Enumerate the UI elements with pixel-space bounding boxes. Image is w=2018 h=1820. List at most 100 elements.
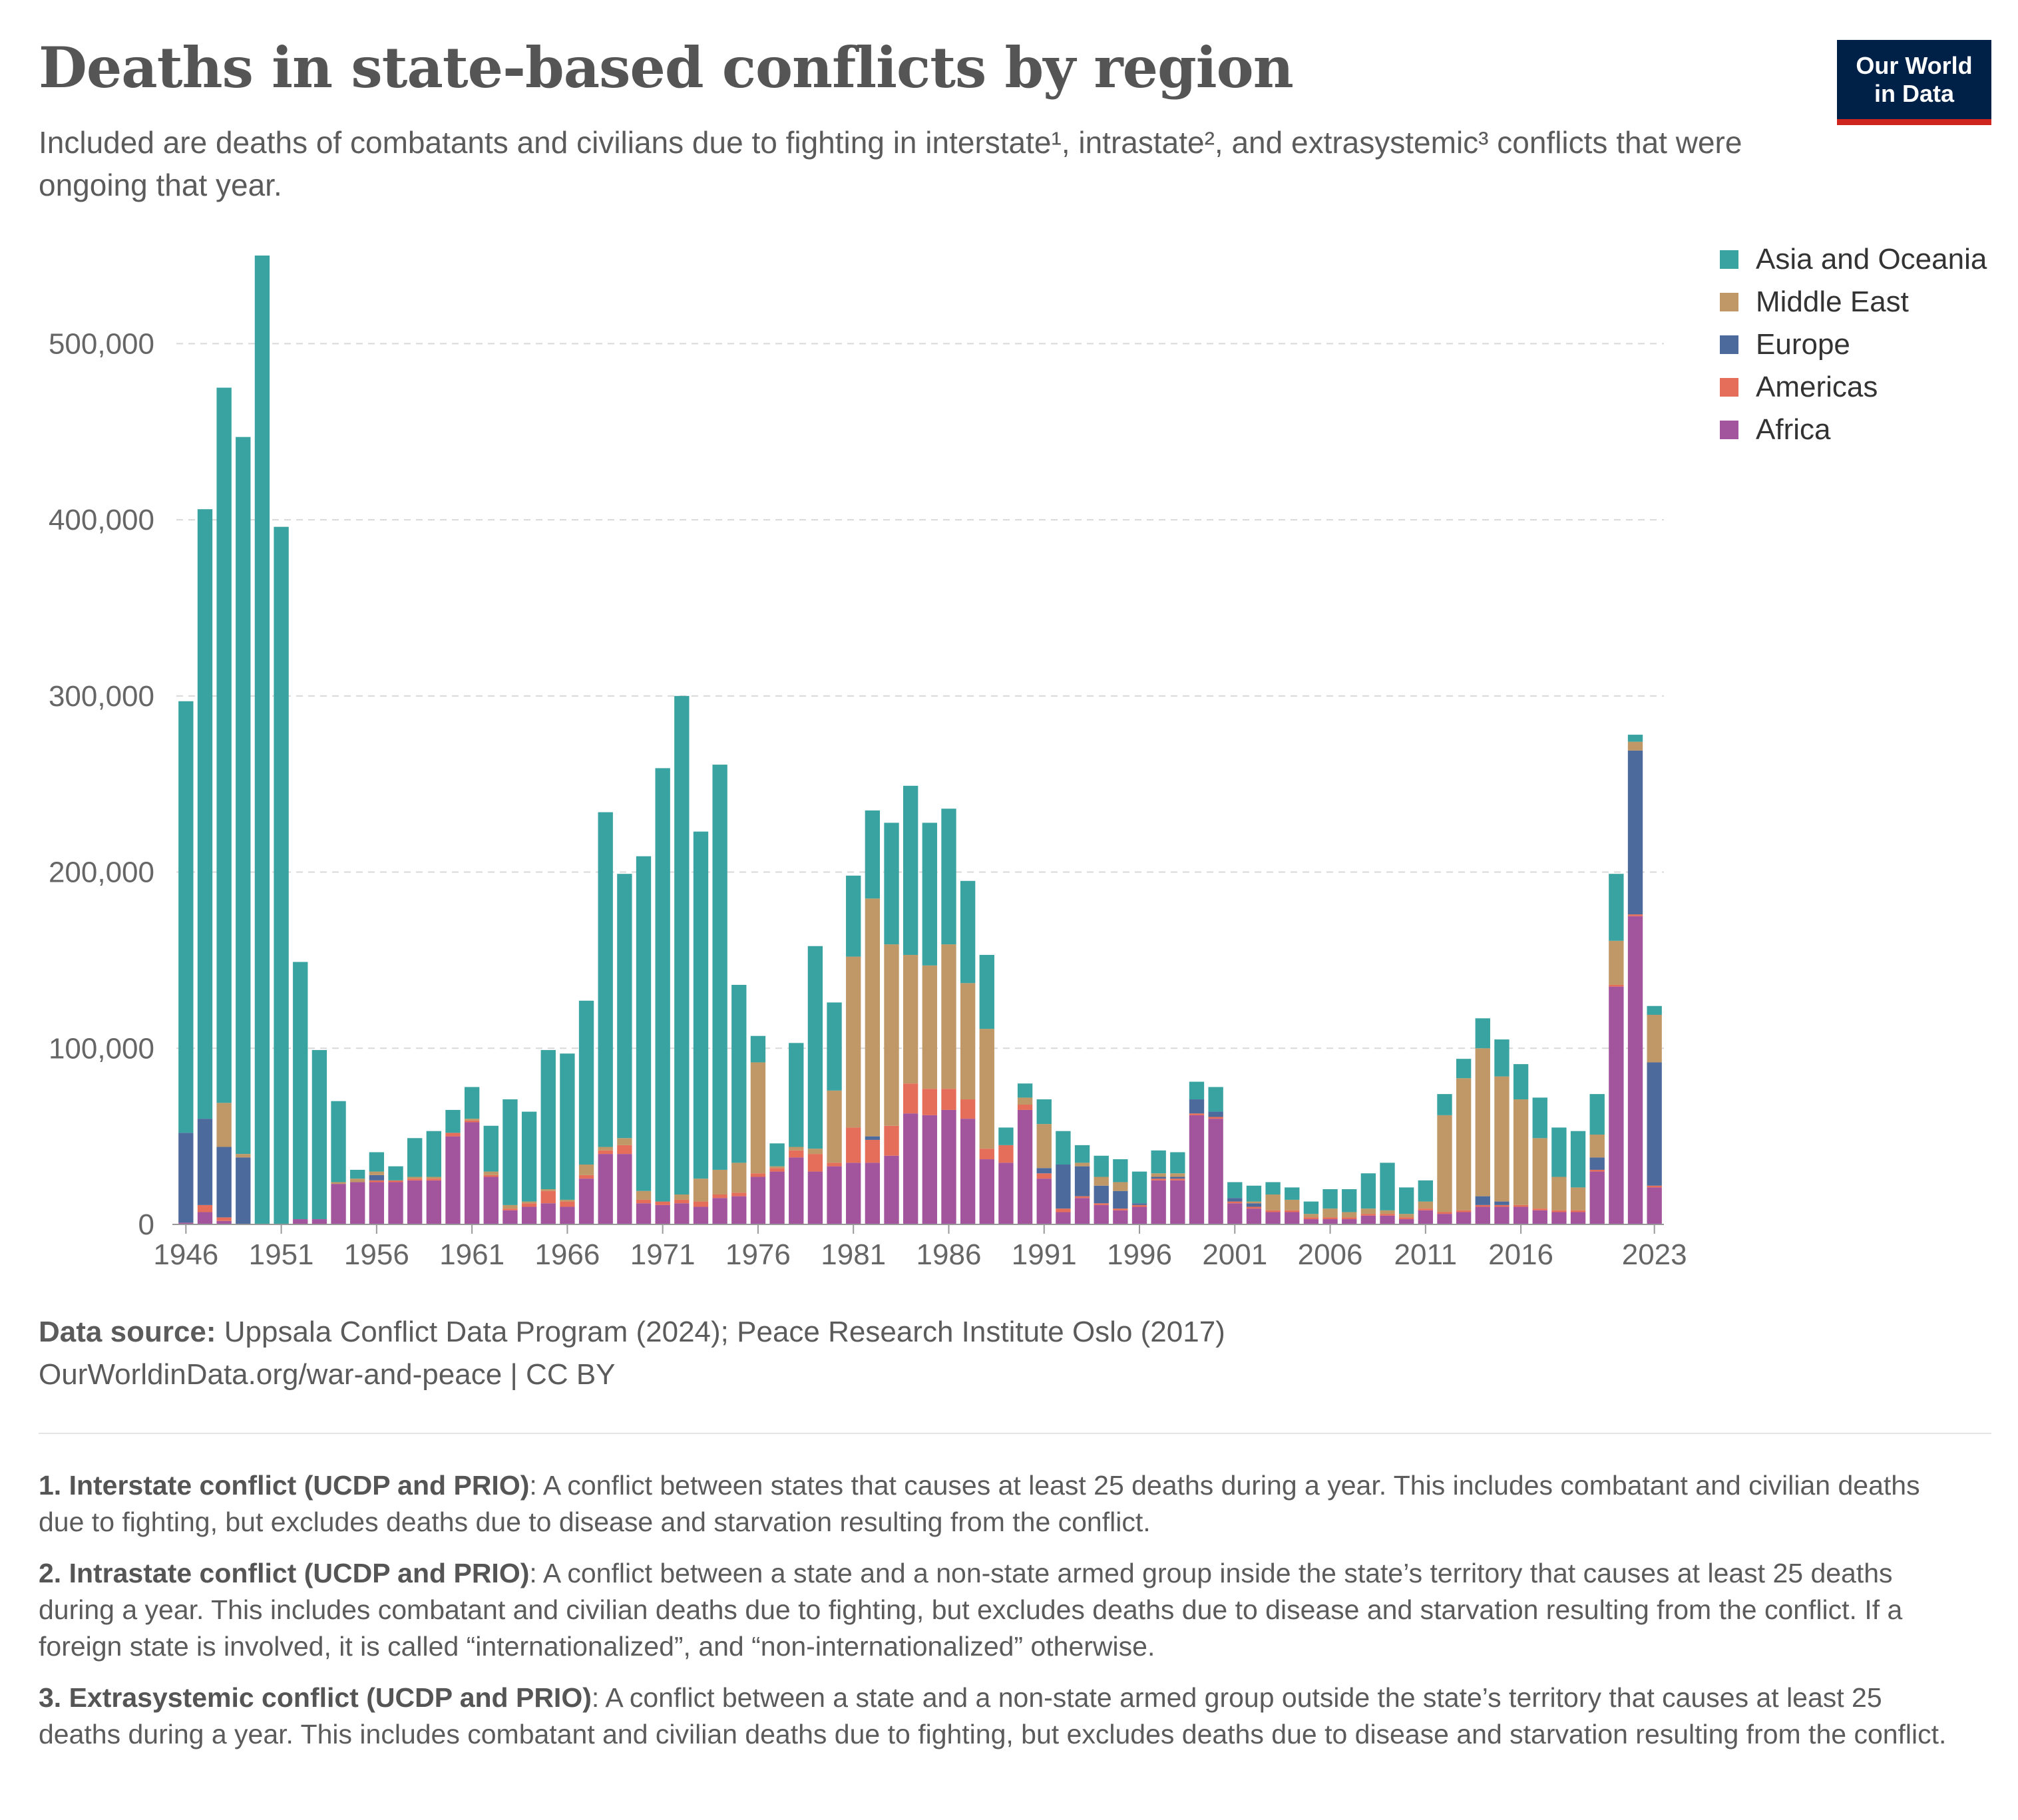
bar-segment[interactable] <box>236 1154 251 1158</box>
bar-segment[interactable] <box>617 874 632 1139</box>
bar-segment[interactable] <box>865 810 881 899</box>
bar-segment[interactable] <box>1609 984 1624 987</box>
bar-segment[interactable] <box>1303 1217 1319 1220</box>
bar-segment[interactable] <box>1513 1206 1529 1224</box>
bar-segment[interactable] <box>865 898 881 1137</box>
bar-segment[interactable] <box>1589 1157 1605 1170</box>
bar-segment[interactable] <box>1113 1182 1128 1191</box>
bar-segment[interactable] <box>1551 1210 1567 1212</box>
bar-segment[interactable] <box>426 1180 441 1224</box>
bar-segment[interactable] <box>865 1139 881 1163</box>
bar-segment[interactable] <box>578 1164 594 1175</box>
bar-segment[interactable] <box>350 1182 365 1224</box>
bar-segment[interactable] <box>1380 1214 1395 1216</box>
bar-segment[interactable] <box>1265 1194 1281 1210</box>
bar-segment[interactable] <box>274 526 289 1225</box>
bar-segment[interactable] <box>674 1199 690 1204</box>
bar-segment[interactable] <box>1360 1208 1376 1214</box>
bar-segment[interactable] <box>1609 940 1624 985</box>
owid-logo[interactable]: Our World in Data <box>1837 40 1991 125</box>
bar-segment[interactable] <box>1113 1208 1128 1210</box>
bar-segment[interactable] <box>1074 1196 1090 1198</box>
bar-segment[interactable] <box>1399 1187 1414 1214</box>
bar-segment[interactable] <box>1475 1018 1490 1049</box>
bar-segment[interactable] <box>789 1147 804 1151</box>
bar-segment[interactable] <box>1246 1203 1262 1207</box>
bar-segment[interactable] <box>540 1049 556 1190</box>
bar-segment[interactable] <box>1056 1208 1071 1212</box>
bar-segment[interactable] <box>1208 1119 1223 1224</box>
bar-segment[interactable] <box>1475 1196 1490 1205</box>
legend-item[interactable]: Africa <box>1720 409 1987 451</box>
bar-segment[interactable] <box>483 1125 499 1172</box>
bar-segment[interactable] <box>216 1103 232 1147</box>
bar-segment[interactable] <box>1609 986 1624 1224</box>
bar-segment[interactable] <box>483 1171 499 1175</box>
bar-segment[interactable] <box>216 1147 232 1218</box>
bar-segment[interactable] <box>407 1177 423 1179</box>
bar-segment[interactable] <box>598 1154 613 1224</box>
bar-segment[interactable] <box>521 1203 537 1207</box>
bar-segment[interactable] <box>388 1182 403 1224</box>
bar-segment[interactable] <box>979 954 994 1029</box>
bar-segment[interactable] <box>1494 1201 1510 1205</box>
bar-segment[interactable] <box>1056 1164 1071 1209</box>
bar-segment[interactable] <box>1437 1214 1452 1224</box>
bar-segment[interactable] <box>789 1157 804 1224</box>
bar-segment[interactable] <box>560 1053 575 1200</box>
bar-segment[interactable] <box>1208 1111 1223 1117</box>
bar-segment[interactable] <box>1494 1039 1510 1077</box>
bar-segment[interactable] <box>1570 1187 1586 1210</box>
bar-segment[interactable] <box>521 1201 537 1204</box>
bar-segment[interactable] <box>1170 1179 1185 1181</box>
bar-segment[interactable] <box>1380 1163 1395 1210</box>
bar-segment[interactable] <box>903 1083 918 1114</box>
bar-segment[interactable] <box>483 1177 499 1224</box>
bar-segment[interactable] <box>903 954 918 1084</box>
bar-segment[interactable] <box>369 1175 385 1181</box>
bar-segment[interactable] <box>1074 1198 1090 1224</box>
bar-segment[interactable] <box>979 1029 994 1149</box>
bar-segment[interactable] <box>464 1122 480 1224</box>
bar-segment[interactable] <box>1017 1104 1033 1110</box>
bar-segment[interactable] <box>407 1180 423 1224</box>
bar-segment[interactable] <box>846 875 861 957</box>
bar-segment[interactable] <box>922 1089 937 1115</box>
bar-segment[interactable] <box>369 1182 385 1224</box>
bar-segment[interactable] <box>369 1180 385 1183</box>
bar-segment[interactable] <box>197 1119 213 1205</box>
bar-segment[interactable] <box>1589 1094 1605 1135</box>
bar-segment[interactable] <box>827 1163 842 1167</box>
bar-segment[interactable] <box>216 1220 232 1224</box>
bar-segment[interactable] <box>1342 1217 1357 1220</box>
bar-segment[interactable] <box>807 946 823 1149</box>
bar-segment[interactable] <box>1189 1081 1205 1100</box>
bar-segment[interactable] <box>884 944 899 1126</box>
bar-segment[interactable] <box>578 1175 594 1179</box>
bar-segment[interactable] <box>636 856 652 1191</box>
bar-segment[interactable] <box>1189 1113 1205 1115</box>
bar-segment[interactable] <box>1265 1182 1281 1194</box>
bar-segment[interactable] <box>1437 1115 1452 1212</box>
bar-segment[interactable] <box>1532 1210 1547 1224</box>
bar-segment[interactable] <box>865 1136 881 1140</box>
bar-segment[interactable] <box>1570 1212 1586 1224</box>
bar-segment[interactable] <box>655 768 670 1202</box>
bar-segment[interactable] <box>979 1159 994 1224</box>
bar-segment[interactable] <box>674 1194 690 1200</box>
bar-segment[interactable] <box>636 1190 652 1200</box>
bar-segment[interactable] <box>483 1175 499 1177</box>
bar-segment[interactable] <box>1627 916 1643 1224</box>
bar-segment[interactable] <box>598 812 613 1147</box>
bar-segment[interactable] <box>1551 1212 1567 1224</box>
bar-segment[interactable] <box>369 1152 385 1172</box>
bar-segment[interactable] <box>617 1138 632 1145</box>
bar-segment[interactable] <box>789 1150 804 1158</box>
bar-segment[interactable] <box>1131 1204 1147 1207</box>
bar-segment[interactable] <box>1589 1169 1605 1172</box>
bar-segment[interactable] <box>1208 1087 1223 1112</box>
bar-segment[interactable] <box>979 1149 994 1160</box>
bar-segment[interactable] <box>903 785 918 955</box>
bar-segment[interactable] <box>712 765 727 1170</box>
bar-segment[interactable] <box>941 944 956 1089</box>
